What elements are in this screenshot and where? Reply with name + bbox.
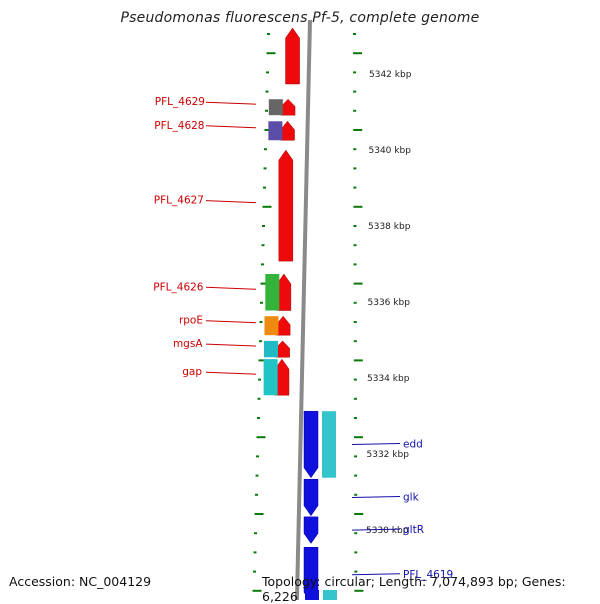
gene-label-edd: edd [403,438,423,450]
accession-text: Accession: NC_004129 [9,574,152,589]
kbp-label: 5342 kbp [369,70,412,80]
kbp-label: 5340 kbp [369,146,412,156]
reverse-cds-edd [303,410,319,479]
gene-label-gltr: gltR [403,524,424,536]
kbp-label: 5332 kbp [367,450,410,460]
forward-cds-pfl-4627 [278,149,294,262]
gene-label-gap: gap [182,366,202,378]
gene-label-line [351,573,401,576]
feature-block [264,316,279,336]
gene-label-line [205,371,257,375]
forward-cds-pfl-4629 [280,98,296,116]
reverse-cds-glk [303,478,319,517]
genome-title: Pseudomonas fluorescens Pf-5, complete g… [120,10,480,26]
feature-block [265,274,280,311]
feature-block [263,340,278,358]
kbp-label: 5330 kbp [366,526,409,536]
feature-block [268,121,283,141]
gene-label-line [351,495,401,498]
kbp-label: 5334 kbp [367,374,410,384]
gene-label-line [205,343,257,347]
gene-label-pfl-4629: PFL_4629 [155,96,205,108]
gene-label-line [205,320,257,324]
gene-label-pfl-4619: PFL_4619 [403,569,453,581]
gene-label-line [205,286,257,290]
gene-label-line [351,442,401,445]
feature-block [268,99,283,116]
gene-label-pfl-4627: PFL_4627 [154,195,204,207]
gene-label-glk: glk [403,491,420,503]
forward-cds-pfl-4628 [280,120,295,141]
genome-backbone [294,19,312,600]
gene-label-mgsa: mgsA [173,338,203,350]
gene-label-line [205,200,257,204]
gene-label-pfl-4628: PFL_4628 [154,120,204,132]
feature-block [322,411,336,478]
gene-label-line [205,101,257,105]
gene-label-pfl-4626: PFL_4626 [153,281,204,293]
reverse-cds-gltr [303,516,319,544]
gene-label-line [205,125,257,129]
forward-cds-continued [285,27,300,85]
feature-block-continued [323,590,337,600]
kbp-label: 5338 kbp [368,222,411,232]
kbp-label: 5336 kbp [368,298,411,308]
gene-label-rpoe: rpoE [179,315,203,327]
gene-label-line [351,528,401,531]
reverse-cds-continued [305,590,319,600]
feature-block [263,359,278,396]
